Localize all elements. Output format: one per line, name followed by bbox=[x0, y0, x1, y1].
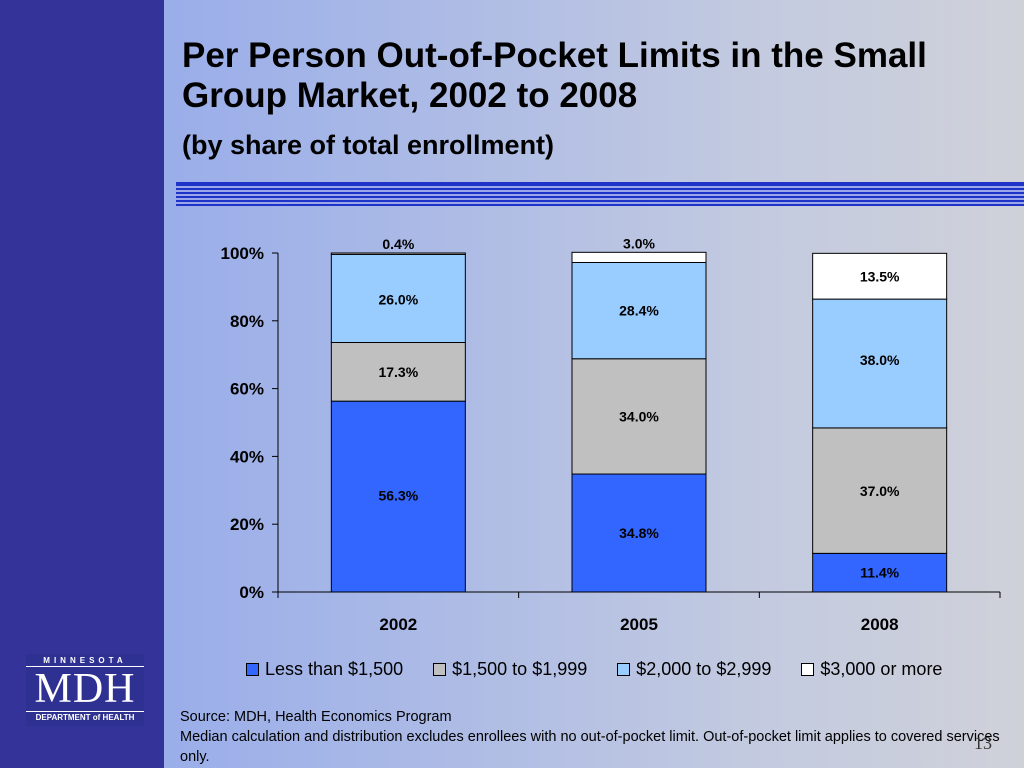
data-label: 38.0% bbox=[860, 352, 900, 368]
legend-item: $3,000 or more bbox=[801, 659, 942, 680]
data-label: 11.4% bbox=[860, 564, 899, 580]
legend-item: Less than $1,500 bbox=[246, 659, 403, 680]
legend-label: $2,000 to $2,999 bbox=[636, 658, 772, 679]
bar-segment bbox=[330, 252, 466, 255]
bar-segment bbox=[571, 473, 707, 593]
source-line: Source: MDH, Health Economics Program bbox=[180, 709, 452, 725]
y-tick-label: 20% bbox=[230, 515, 264, 534]
data-label: 0.4% bbox=[382, 236, 414, 252]
data-label: 17.3% bbox=[378, 364, 418, 380]
y-tick-label: 40% bbox=[230, 447, 264, 466]
stacked-bar-chart: 0% 20% 40% 60% 80% 100% 56.3% 17.3% 26.0% 0.4% 200… bbox=[221, 235, 1001, 634]
y-tick-label: 0% bbox=[239, 583, 264, 602]
bar-segment bbox=[571, 251, 707, 263]
mdh-logo: MINNESOTA MDH DEPARTMENT of HEALTH bbox=[26, 654, 144, 726]
title-divider bbox=[176, 182, 1024, 206]
legend-item: $2,000 to $2,999 bbox=[617, 659, 771, 680]
logo-bottom-text: DEPARTMENT of HEALTH bbox=[26, 711, 144, 724]
bar-segment bbox=[812, 298, 948, 429]
data-label: 34.0% bbox=[619, 408, 659, 424]
page-number: 13 bbox=[974, 733, 992, 753]
sidebar-band bbox=[0, 0, 164, 768]
bar-segment bbox=[330, 341, 466, 402]
bar-segment bbox=[812, 552, 948, 593]
chart-legend: Less than $1,500 $1,500 to $1,999 $2,000 t… bbox=[246, 657, 972, 681]
x-tick-label: 2002 bbox=[379, 615, 417, 634]
data-label: 3.0% bbox=[623, 235, 655, 251]
bar-segment bbox=[571, 358, 707, 475]
legend-label: $3,000 or more bbox=[820, 658, 943, 679]
data-label: 34.8% bbox=[619, 525, 659, 541]
bar-segment bbox=[330, 400, 466, 593]
logo-top-text: MINNESOTA bbox=[26, 654, 144, 667]
source-note: Source: MDH, Health Economics Program Me… bbox=[180, 707, 1020, 767]
legend-swatch bbox=[246, 662, 259, 676]
legend-swatch bbox=[433, 662, 447, 676]
logo-main-text: MDH bbox=[34, 666, 136, 712]
x-tick-label: 2008 bbox=[861, 615, 899, 634]
x-tick-label: 2005 bbox=[620, 615, 658, 634]
bar-segment bbox=[812, 427, 948, 554]
y-tick-label: 100% bbox=[221, 244, 264, 263]
legend-swatch bbox=[617, 662, 631, 676]
legend-label: $1,500 to $1,999 bbox=[452, 658, 588, 679]
bar-segment bbox=[571, 261, 707, 360]
y-tick-label: 60% bbox=[230, 380, 264, 399]
legend-item: $1,500 to $1,999 bbox=[433, 659, 587, 680]
y-tick-label: 80% bbox=[230, 312, 264, 331]
legend-label: Less than $1,500 bbox=[265, 658, 404, 679]
bar-segment bbox=[330, 253, 466, 343]
bar-segment bbox=[812, 252, 948, 300]
data-label: 56.3% bbox=[378, 487, 418, 503]
data-label: 26.0% bbox=[378, 291, 418, 307]
slide-subtitle: (by share of total enrollment) bbox=[182, 130, 555, 160]
legend-swatch bbox=[801, 662, 815, 676]
footnote-line: Median calculation and distribution excl… bbox=[180, 729, 1000, 765]
slide-title: Per Person Out-of-Pocket Limits in the S… bbox=[182, 36, 927, 115]
data-label: 37.0% bbox=[860, 483, 900, 499]
data-label: 13.5% bbox=[860, 268, 900, 284]
data-label: 28.4% bbox=[619, 302, 659, 318]
